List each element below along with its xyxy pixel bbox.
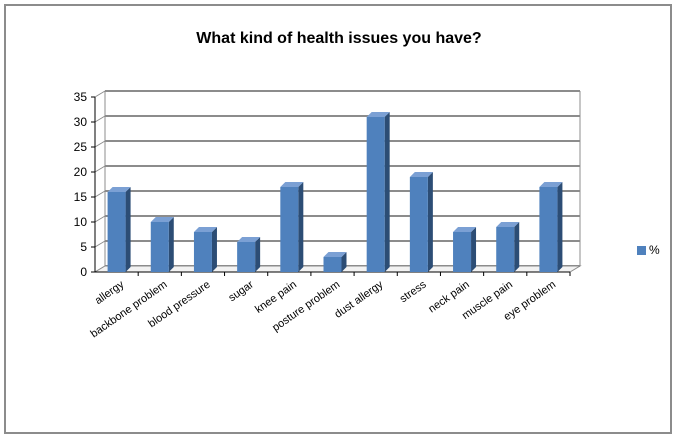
y-tick-label: 5: [80, 240, 87, 254]
bar-top: [280, 182, 304, 187]
bar-side: [125, 187, 131, 272]
bar-side: [514, 222, 520, 272]
bar: [453, 232, 472, 272]
bar: [539, 187, 558, 272]
bar-side: [298, 182, 304, 272]
grid-connector: [94, 240, 106, 248]
bar-side: [211, 227, 217, 272]
bar-top: [150, 217, 174, 222]
bar-side: [341, 252, 347, 272]
x-tick-label: allergy: [93, 278, 127, 307]
bar-side: [384, 112, 390, 272]
bar: [409, 177, 428, 272]
bar-side: [255, 237, 261, 272]
grid-connector: [94, 140, 106, 148]
grid-connector: [94, 115, 106, 123]
x-tick-label: sugar: [226, 278, 256, 304]
bar-top: [323, 252, 347, 257]
bar-top: [366, 112, 390, 117]
bar-top: [539, 182, 563, 187]
bar-side: [557, 182, 563, 272]
y-tick-label: 0: [80, 265, 87, 279]
bar: [237, 242, 256, 272]
bar-side: [471, 227, 477, 272]
y-tick-label: 15: [74, 190, 88, 204]
bar: [323, 257, 342, 272]
bar-top: [237, 237, 261, 242]
legend: %: [637, 243, 660, 257]
bar: [496, 227, 515, 272]
bar-top: [453, 227, 477, 232]
x-tick-label: dust allergy: [332, 278, 385, 320]
y-tick-label: 25: [74, 140, 88, 154]
grid-connector: [94, 165, 106, 173]
x-tick-label: backbone problem: [88, 279, 169, 341]
y-tick-label: 10: [74, 215, 88, 229]
grid-connector: [94, 215, 106, 223]
bar: [193, 232, 212, 272]
bar-top: [496, 222, 520, 227]
x-tick-label: stress: [398, 278, 429, 305]
bar: [150, 222, 169, 272]
bar-top: [193, 227, 217, 232]
legend-swatch: [637, 245, 646, 255]
y-tick-label: 20: [74, 165, 88, 179]
legend-label: %: [649, 243, 660, 257]
bar-side: [168, 217, 174, 272]
chart-title: What kind of health issues you have?: [196, 30, 482, 47]
y-tick-label: 30: [74, 115, 88, 129]
y-tick-label: 35: [74, 90, 88, 104]
bar-top: [409, 172, 433, 177]
bar: [280, 187, 299, 272]
bar-top: [107, 187, 131, 192]
bar: [366, 117, 385, 272]
grid-connector: [94, 90, 106, 98]
grid-connector: [94, 190, 106, 198]
bar: [107, 192, 126, 272]
bar-side: [427, 172, 433, 272]
